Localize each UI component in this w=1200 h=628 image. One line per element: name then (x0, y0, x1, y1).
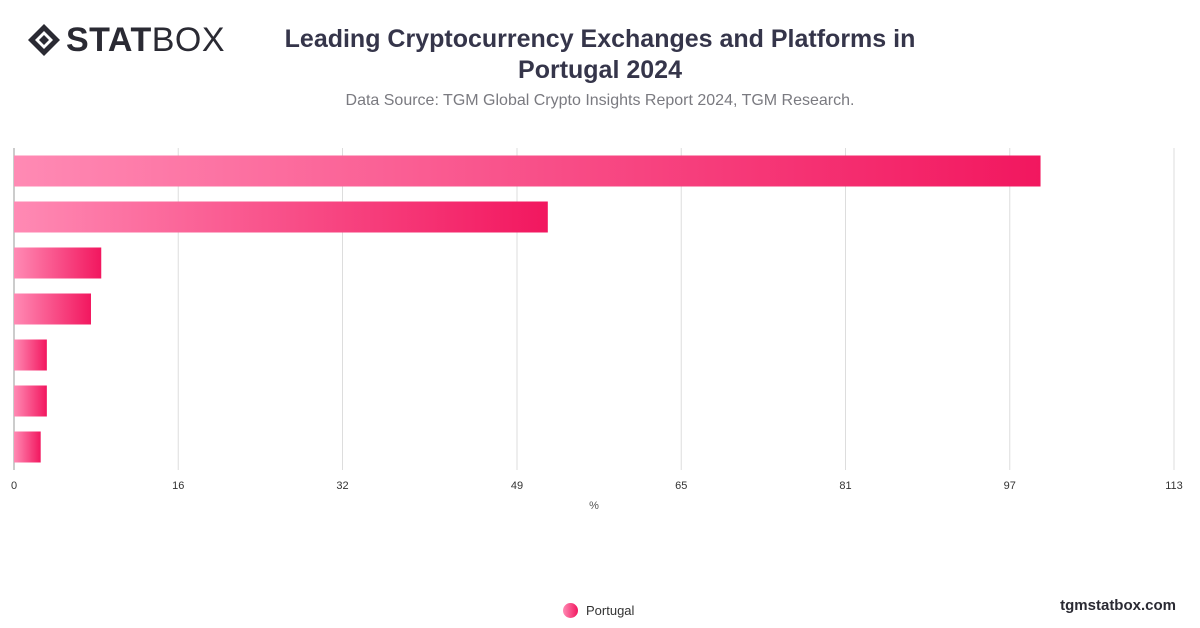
x-tick-label: 113 (1165, 480, 1183, 492)
logo-text-light: BOX (151, 21, 226, 59)
legend[interactable]: Portugal (563, 603, 634, 618)
x-tick-label: 16 (172, 480, 184, 492)
bar[interactable] (14, 247, 102, 279)
bar[interactable] (14, 385, 47, 417)
x-tick-label: 65 (675, 480, 687, 492)
website-url[interactable]: tgmstatbox.com (1060, 597, 1176, 614)
bar[interactable] (14, 155, 1041, 187)
diamond-logo-icon (28, 24, 60, 56)
x-tick-label: 32 (336, 480, 348, 492)
legend-marker (563, 603, 578, 618)
chart-title: Leading Cryptocurrency Exchanges and Pla… (284, 25, 916, 84)
x-tick-label: 49 (511, 480, 523, 492)
x-tick-label: 97 (1004, 480, 1016, 492)
x-axis-label: % (589, 500, 599, 512)
x-tick-label: 0 (11, 480, 17, 492)
chart-subtitle: Data Source: TGM Global Crypto Insights … (345, 92, 855, 109)
brand-logo: STATBOX (26, 22, 225, 58)
bar[interactable] (14, 339, 47, 371)
x-tick-label: 81 (839, 480, 851, 492)
legend-label: Portugal (586, 603, 635, 618)
bar[interactable] (14, 201, 548, 233)
bar[interactable] (14, 293, 91, 325)
logo-text-bold: STAT (66, 21, 152, 59)
bar[interactable] (14, 431, 41, 463)
